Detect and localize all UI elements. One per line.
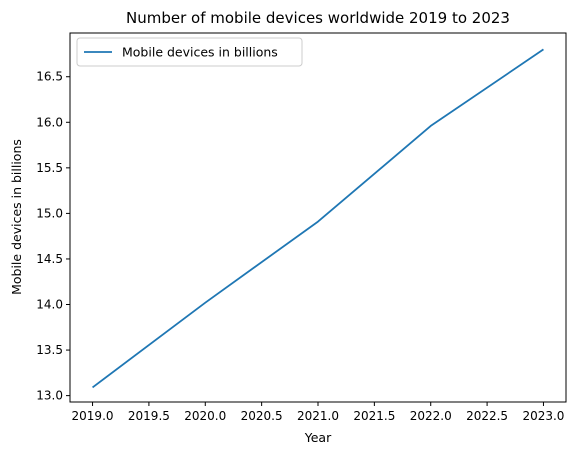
y-tick-label: 15.5	[36, 161, 63, 175]
y-tick-label: 16.5	[36, 70, 63, 84]
x-tick-label: 2021.5	[353, 409, 395, 423]
legend: Mobile devices in billions	[76, 37, 303, 67]
x-tick-label: 2022.0	[410, 409, 452, 423]
y-axis-label: Mobile devices in billions	[9, 139, 24, 295]
legend-label: Mobile devices in billions	[122, 45, 278, 60]
y-tick-label: 14.5	[36, 252, 63, 266]
chart-title: Number of mobile devices worldwide 2019 …	[126, 9, 510, 27]
y-tick-label: 14.0	[36, 298, 63, 312]
x-tick-label: 2020.5	[241, 409, 283, 423]
plot-frame	[69, 32, 567, 403]
legend-box	[76, 37, 303, 67]
y-tick-label: 15.0	[36, 206, 63, 220]
x-tick-label: 2020.0	[184, 409, 226, 423]
y-axis-ticks: 13.0 13.5 14.0 14.5 15.0 15.5 16.0 16.5	[36, 70, 70, 403]
x-tick-label: 2023.0	[522, 409, 564, 423]
x-tick-label: 2019.0	[72, 409, 114, 423]
x-tick-label: 2021.0	[297, 409, 339, 423]
x-tick-label: 2022.5	[466, 409, 508, 423]
x-axis-label: Year	[304, 430, 332, 445]
series-layer	[92, 48, 544, 389]
plot-area	[69, 32, 567, 403]
series-line	[92, 48, 544, 389]
x-tick-label: 2019.5	[128, 409, 170, 423]
y-tick-label: 13.0	[36, 389, 63, 403]
x-axis-ticks: 2019.0 2019.5 2020.0 2020.5 2021.0 2021.5 2022…	[72, 402, 564, 423]
y-tick-label: 16.0	[36, 115, 63, 129]
y-tick-label: 13.5	[36, 343, 63, 357]
